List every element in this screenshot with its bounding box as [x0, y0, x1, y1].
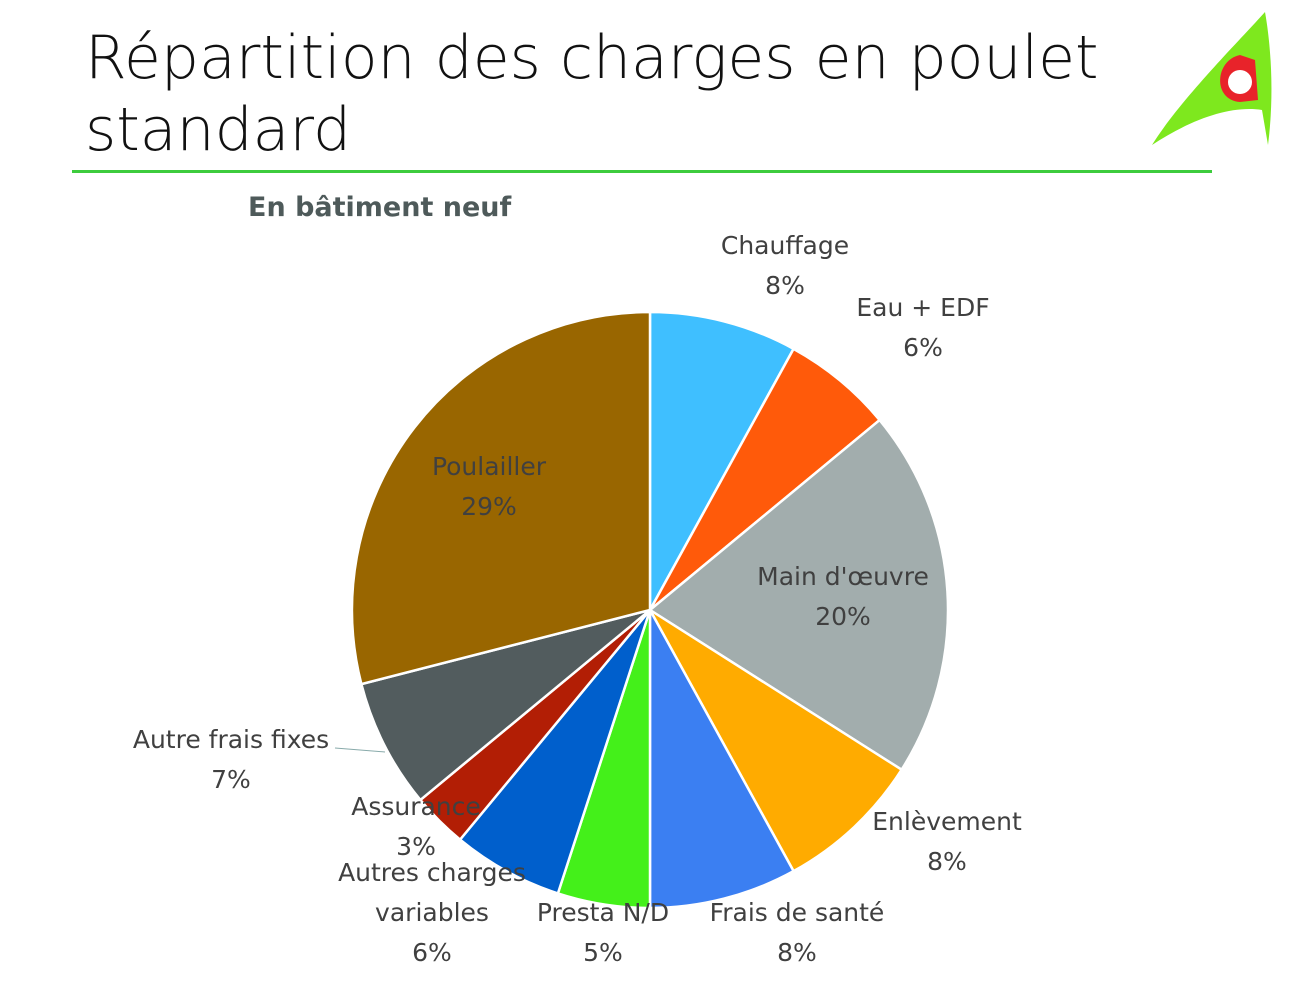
slice-label: Autres charges variables 6% — [325, 853, 540, 973]
value-label: 5% — [583, 938, 623, 967]
category-label: Autres charges variables — [338, 858, 526, 927]
slice-label: Poulailler 29% — [432, 447, 546, 527]
category-label: Chauffage — [720, 231, 850, 260]
pie-slice — [648, 609, 796, 910]
value-label: 8% — [765, 271, 805, 300]
chart-subtitle: En bâtiment neuf — [248, 192, 512, 223]
pie — [350, 310, 950, 910]
leader-line — [334, 747, 386, 753]
value-label: 20% — [815, 602, 871, 631]
pie-slice — [350, 310, 652, 686]
category-label: Autre frais fixes — [132, 725, 330, 754]
logo — [1152, 12, 1272, 145]
slice-label: Frais de santé 8% — [710, 893, 885, 973]
title-rule — [72, 170, 1212, 173]
pie-slice — [359, 608, 651, 802]
pie-slice — [648, 608, 904, 873]
slice-label: Presta N/D 5% — [537, 893, 669, 973]
category-label: Poulailler — [431, 452, 547, 481]
value-label: 6% — [412, 938, 452, 967]
pie-slice — [648, 310, 796, 611]
value-label: 3% — [396, 832, 436, 861]
slice-label: Enlèvement 8% — [872, 802, 1022, 882]
category-label: Main d'œuvre — [757, 562, 929, 591]
category-label: Frais de santé — [709, 898, 885, 927]
slide-title: Répartition des charges en poulet standa… — [85, 23, 1099, 165]
value-label: 6% — [903, 333, 943, 362]
slice-label: Assurance 3% — [351, 787, 481, 867]
category-label: Eau + EDF — [856, 293, 990, 322]
slice-label: Chauffage 8% — [721, 226, 849, 306]
value-label: 8% — [927, 847, 967, 876]
category-label: Presta N/D — [536, 898, 670, 927]
value-label: 29% — [461, 492, 517, 521]
value-label: 8% — [777, 938, 817, 967]
value-label: 7% — [211, 765, 251, 794]
category-label: Enlèvement — [872, 807, 1022, 836]
slice-label: Eau + EDF 6% — [856, 288, 989, 368]
category-label: Assurance — [351, 792, 481, 821]
slice-label: Main d'œuvre 20% — [757, 557, 929, 637]
pie-slice — [647, 418, 950, 772]
slice-label: Autre frais fixes 7% — [133, 720, 329, 800]
